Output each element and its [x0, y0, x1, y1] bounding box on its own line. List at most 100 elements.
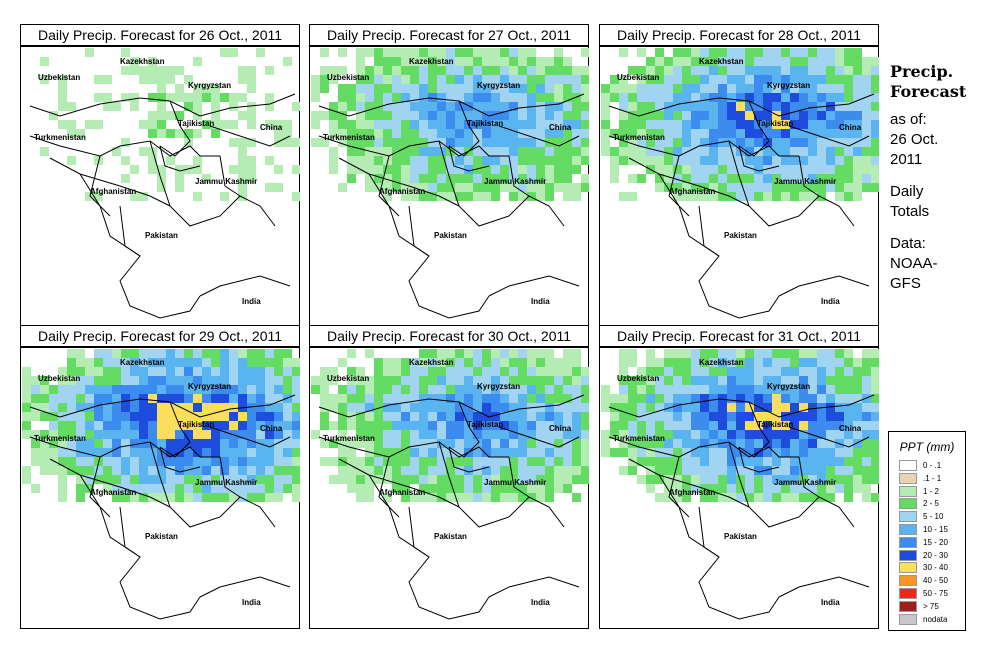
precip-cell — [229, 493, 238, 502]
precip-cell — [518, 376, 527, 385]
precip-cell — [265, 93, 274, 102]
precip-cell — [563, 466, 572, 475]
precip-cell — [799, 183, 808, 192]
precip-cell — [655, 358, 664, 367]
precip-cell — [619, 111, 628, 120]
precip-cell — [464, 93, 473, 102]
precip-cell — [428, 84, 437, 93]
precip-cell — [727, 48, 736, 57]
precip-cell — [563, 75, 572, 84]
precip-cell — [763, 147, 772, 156]
border-line — [219, 155, 241, 197]
precip-cell — [862, 165, 871, 174]
precip-cell — [691, 412, 700, 421]
precip-cell — [428, 120, 437, 129]
precip-cell — [220, 484, 229, 493]
precip-cell — [139, 448, 148, 457]
precip-cell — [175, 93, 184, 102]
precip-cell — [727, 457, 736, 466]
precip-cell — [482, 93, 491, 102]
precip-cell — [682, 394, 691, 403]
precip-cell — [536, 165, 545, 174]
asof-line-1: as of: — [890, 111, 927, 128]
precip-cell — [121, 430, 130, 439]
precip-cell — [637, 75, 646, 84]
precip-cell — [85, 367, 94, 376]
precip-cell — [211, 358, 220, 367]
precip-cell — [664, 457, 673, 466]
precip-cell — [754, 493, 763, 502]
precip-cell — [347, 448, 356, 457]
precip-cell — [229, 165, 238, 174]
precip-cell — [220, 439, 229, 448]
precip-cell — [220, 412, 229, 421]
precip-cell — [781, 412, 790, 421]
precip-cell — [682, 84, 691, 93]
precip-cell — [554, 484, 563, 493]
precip-cell — [790, 448, 799, 457]
precip-cell — [518, 349, 527, 358]
precip-cell — [356, 421, 365, 430]
precip-cell — [691, 84, 700, 93]
precip-cell — [410, 394, 419, 403]
precip-cell — [67, 412, 76, 421]
precip-cell — [265, 367, 274, 376]
precip-cell — [103, 403, 112, 412]
precip-cell — [709, 457, 718, 466]
precip-cell — [790, 412, 799, 421]
precip-cell — [509, 358, 518, 367]
precip-cell — [473, 421, 482, 430]
precip-cell — [464, 349, 473, 358]
precip-cell — [193, 192, 202, 201]
precip-cell — [329, 147, 338, 156]
precip-cell — [871, 412, 879, 421]
precip-cell — [727, 358, 736, 367]
precip-cell — [193, 156, 202, 165]
precip-cell — [673, 349, 682, 358]
precip-cell — [563, 138, 572, 147]
precip-cell — [871, 84, 879, 93]
precip-cell — [238, 448, 247, 457]
precip-cell — [682, 147, 691, 156]
precip-cell — [700, 93, 709, 102]
precip-cell — [853, 376, 862, 385]
precip-cell — [175, 367, 184, 376]
precip-cell — [121, 138, 130, 147]
precip-cell — [202, 385, 211, 394]
precip-cell — [835, 174, 844, 183]
precip-cell — [265, 403, 274, 412]
precip-cell — [419, 358, 428, 367]
precip-cell — [40, 394, 49, 403]
precip-cell — [853, 84, 862, 93]
precip-cell — [664, 120, 673, 129]
map-label-india: India — [821, 297, 840, 306]
precip-cell — [500, 93, 509, 102]
map-label-pakistan: Pakistan — [724, 231, 757, 240]
precip-cell — [826, 66, 835, 75]
precip-cell — [392, 129, 401, 138]
precip-cell — [772, 349, 781, 358]
precip-cell — [799, 439, 808, 448]
precip-cell — [655, 75, 664, 84]
precip-cell — [292, 385, 300, 394]
precip-cells — [22, 349, 300, 502]
precip-cell — [817, 120, 826, 129]
precip-cell — [871, 165, 879, 174]
precip-cell — [238, 394, 247, 403]
precip-cell — [256, 412, 265, 421]
precip-cell — [365, 394, 374, 403]
precip-cell — [563, 120, 572, 129]
precip-cell — [58, 457, 67, 466]
precip-cell — [410, 102, 419, 111]
precip-cell — [292, 367, 300, 376]
precip-cell — [383, 120, 392, 129]
precip-cell — [545, 165, 554, 174]
precip-cell — [862, 129, 871, 138]
precip-cell — [464, 84, 473, 93]
precip-cell — [691, 174, 700, 183]
precip-cell — [383, 367, 392, 376]
precip-cell — [754, 430, 763, 439]
precip-cell — [428, 358, 437, 367]
precip-cell — [509, 421, 518, 430]
precip-cell — [727, 57, 736, 66]
